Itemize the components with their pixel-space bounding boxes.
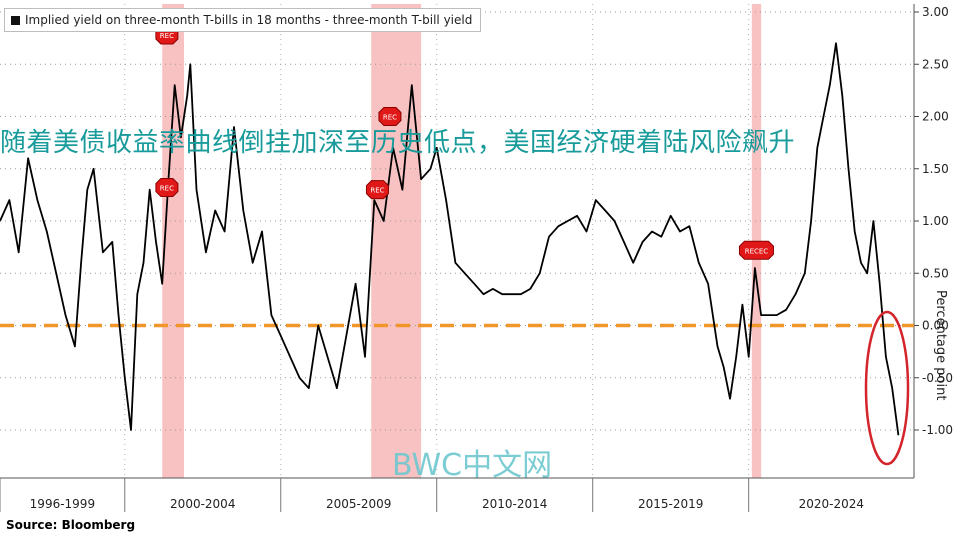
rec-marker-3: [378, 107, 402, 126]
recession-band-1: [371, 4, 422, 478]
x-tick-label-1: 2000-2004: [170, 497, 235, 511]
headline-overlay: 随着美债收益率曲线倒挂加深至历史低点，美国经济硬着陆风险飙升: [0, 128, 796, 158]
series-line: [0, 42, 900, 436]
y-axis-label: Percentage point: [933, 290, 948, 401]
y-tick-label-5: 0.50: [922, 266, 949, 280]
y-tick-label-3: 1.50: [922, 162, 949, 176]
source-note: Source: Bloomberg: [6, 518, 136, 532]
y-tick-label-0: 3.00: [922, 5, 949, 19]
rec-marker-2: [365, 180, 389, 200]
rec-marker-label-4: RECEC: [745, 247, 769, 255]
rec-marker-label-1: REC: [160, 185, 174, 193]
legend-swatch: [11, 15, 20, 25]
y-tick-label-1: 2.50: [922, 57, 949, 71]
y-tick-label-8: -1.00: [922, 423, 953, 437]
x-tick-label-4: 2015-2019: [638, 497, 703, 511]
rec-marker-1: [155, 178, 179, 198]
y-tick-label-2: 2.00: [922, 110, 949, 124]
y-tick-label-7: -0.50: [922, 371, 953, 385]
x-tick-label-0: 1996-1999: [30, 497, 95, 511]
x-tick-label-2: 2005-2009: [326, 497, 391, 511]
x-tick-label-5: 2020-2024: [799, 497, 864, 511]
y-tick-label-4: 1.00: [922, 214, 949, 228]
rec-marker-label-0: REC: [160, 32, 174, 40]
chart-legend: Implied yield on three-month T-bills in …: [4, 8, 482, 32]
rec-marker-label-2: REC: [370, 187, 384, 195]
watermark-text: BWC中文网: [392, 448, 553, 483]
x-tick-label-3: 2010-2014: [482, 497, 547, 511]
rec-marker-4: [738, 240, 774, 260]
y-tick-label-6: 0.00: [922, 319, 949, 333]
rec-marker-label-3: REC: [383, 114, 397, 122]
highlight-ellipse: [864, 310, 910, 466]
legend-label: Implied yield on three-month T-bills in …: [25, 13, 473, 27]
